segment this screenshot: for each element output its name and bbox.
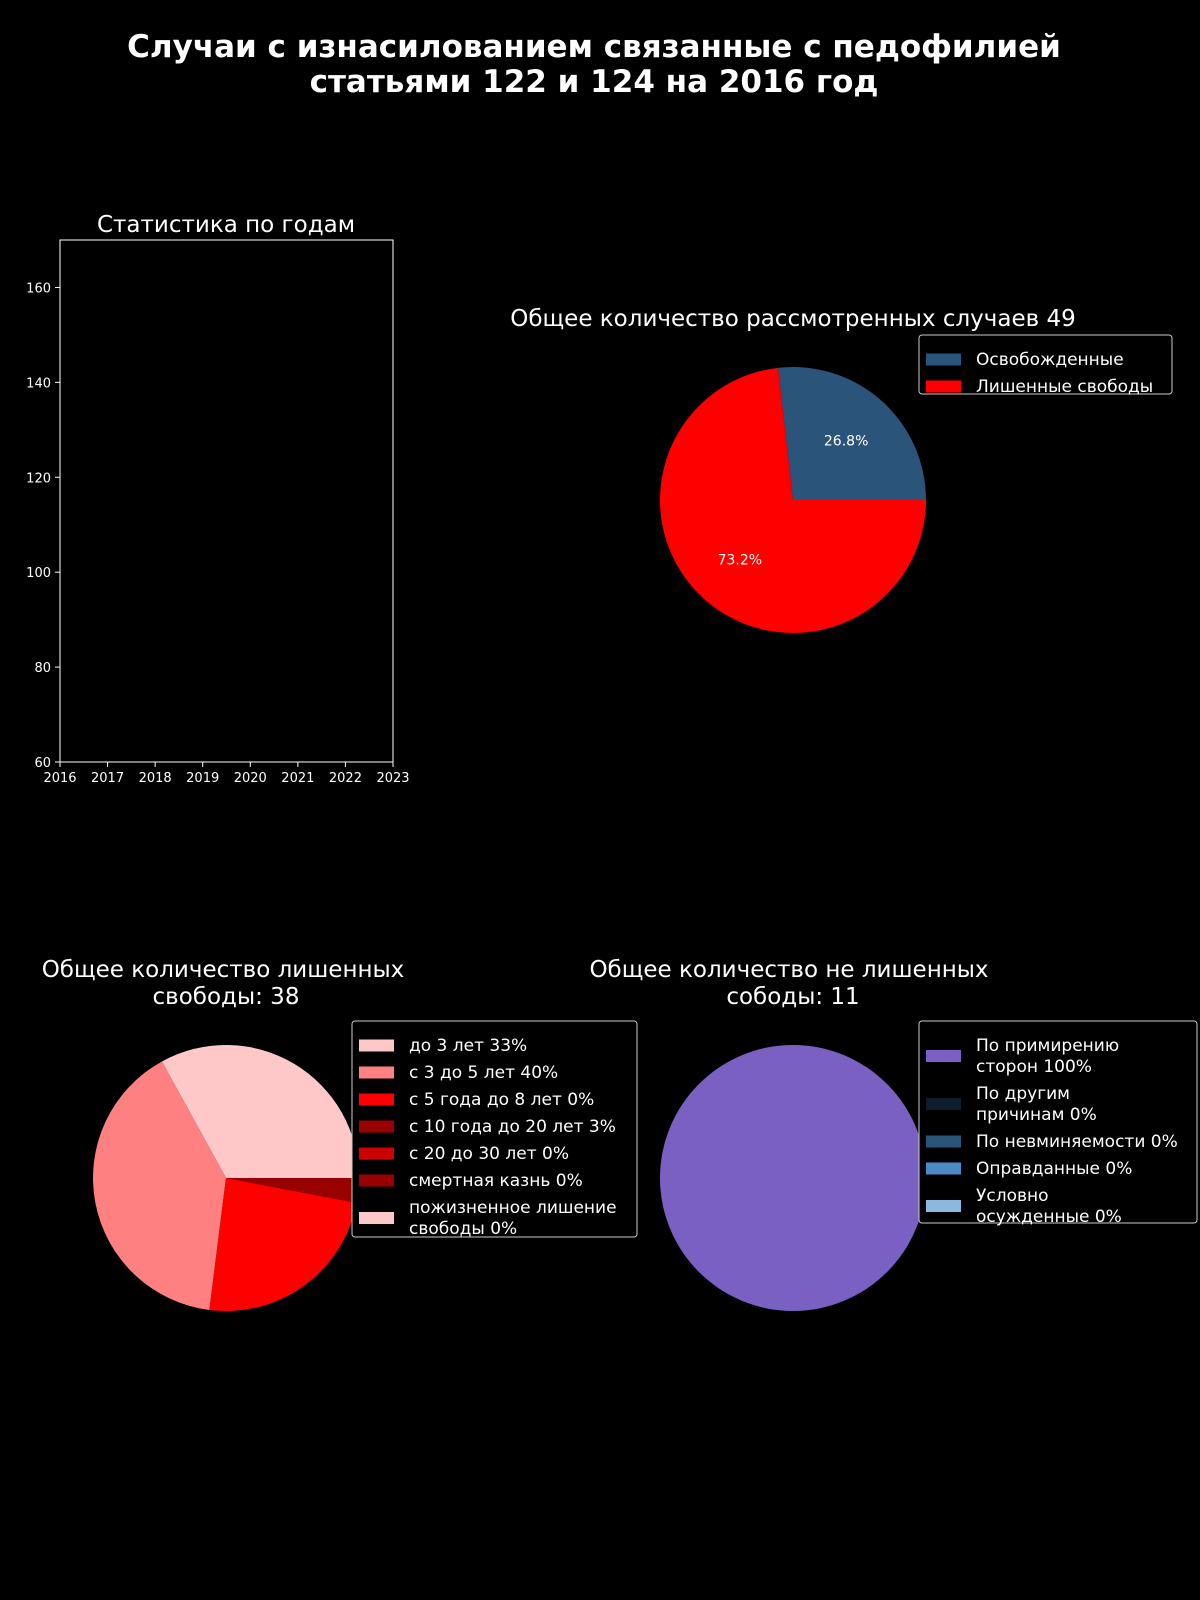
legend-swatch — [359, 1174, 394, 1187]
deprived-liberty-title-line-2: свободы: 38 — [153, 984, 300, 1010]
legend-label: с 3 до 5 лет 40% — [409, 1063, 558, 1083]
suptitle-line-2: статьями 122 и 124 на 2016 год — [310, 64, 879, 100]
legend-swatch — [926, 1135, 961, 1148]
x-tick-label: 2020 — [234, 771, 267, 786]
legend-label: смертная казнь 0% — [409, 1171, 583, 1191]
not-deprived-liberty-chart: Общее количество не лишенных сободы: 11 … — [589, 957, 1198, 1311]
deprived-liberty-legend: до 3 лет 33% с 3 до 5 лет 40% с 5 года до … — [351, 1020, 638, 1239]
legend-swatch — [359, 1120, 394, 1133]
y-tick-label: 120 — [26, 471, 51, 486]
legend-label: с 10 года до 20 лет 3% — [409, 1117, 616, 1137]
legend-swatch — [926, 353, 961, 366]
legend-label: Лишенные свободы — [976, 377, 1153, 397]
legend-label: По примирению — [976, 1036, 1119, 1056]
pie-pct-label: 26.8% — [824, 433, 868, 449]
x-tick-label: 2018 — [139, 771, 172, 786]
pie-slice — [777, 367, 926, 500]
legend-label: Условно — [976, 1186, 1049, 1206]
legend-label: причинам 0% — [976, 1105, 1097, 1125]
legend-label: свободы 0% — [409, 1219, 517, 1239]
legend-label: пожизненное лишение — [409, 1198, 617, 1218]
pie-slice — [226, 1178, 359, 1203]
legend-swatch — [926, 1098, 961, 1110]
legend-label: Оправданные 0% — [976, 1159, 1132, 1179]
legend-label: сторон 100% — [976, 1057, 1092, 1077]
pie-slice — [92, 1061, 226, 1310]
y-tick-label: 80 — [34, 661, 51, 676]
x-tick-label: 2016 — [43, 771, 76, 786]
suptitle-line-1: Случаи с изнасилованием связанные с педо… — [127, 29, 1061, 65]
legend-swatch — [926, 1200, 961, 1212]
deprived-liberty-title-line-1: Общее количество лишенных — [42, 957, 405, 983]
pie-pct-label: 73.2% — [718, 553, 762, 569]
x-tick-label: 2021 — [281, 771, 314, 786]
not-deprived-title-line-2: сободы: 11 — [726, 984, 859, 1010]
legend-label: По невминяемости 0% — [976, 1132, 1178, 1152]
total-cases-chart: Общее количество рассмотренных случаев 4… — [510, 306, 1173, 633]
total-cases-legend: Освобожденные Лишенные свободы — [918, 334, 1173, 397]
legend-label: осужденные 0% — [976, 1207, 1122, 1227]
legend-swatch — [359, 1039, 394, 1052]
x-tick-label: 2023 — [376, 771, 409, 786]
yearly-stats-chart: Статистика по годам 2016 2017 2018 2019 2020… — [26, 212, 409, 786]
x-tick-label: 2019 — [186, 771, 219, 786]
y-tick-label: 100 — [26, 566, 51, 581]
legend-label: с 20 до 30 лет 0% — [409, 1144, 569, 1164]
legend-label: до 3 лет 33% — [409, 1036, 527, 1056]
pie-slice — [209, 1178, 357, 1311]
total-cases-title: Общее количество рассмотренных случаев 4… — [510, 306, 1076, 332]
deprived-liberty-chart: Общее количество лишенных свободы: 38 до… — [42, 957, 638, 1311]
y-tick-label: 160 — [26, 281, 51, 296]
x-tick-label: 2017 — [91, 771, 124, 786]
legend-swatch — [359, 1066, 394, 1079]
y-tick-label: 140 — [26, 376, 51, 391]
legend-label: Освобожденные — [976, 350, 1124, 370]
legend-frame — [918, 334, 1173, 395]
legend-label: с 5 года до 8 лет 0% — [409, 1090, 594, 1110]
legend-frame — [351, 1020, 638, 1238]
x-tick-label: 2022 — [329, 771, 362, 786]
legend-swatch — [359, 1212, 394, 1224]
pie-slice — [660, 1045, 926, 1311]
yearly-stats-plot-area — [59, 239, 394, 763]
y-tick-label: 60 — [34, 756, 51, 771]
legend-swatch — [359, 1093, 394, 1106]
legend-frame — [918, 1020, 1198, 1224]
legend-swatch — [926, 380, 961, 393]
legend-swatch — [926, 1162, 961, 1175]
not-deprived-title-line-1: Общее количество не лишенных — [589, 957, 988, 983]
legend-swatch — [926, 1050, 961, 1062]
yearly-stats-title: Статистика по годам — [97, 212, 355, 238]
pie-slice — [660, 367, 926, 633]
legend-label: По другим — [976, 1084, 1070, 1104]
legend-swatch — [359, 1147, 394, 1160]
pie-slice — [161, 1045, 359, 1178]
